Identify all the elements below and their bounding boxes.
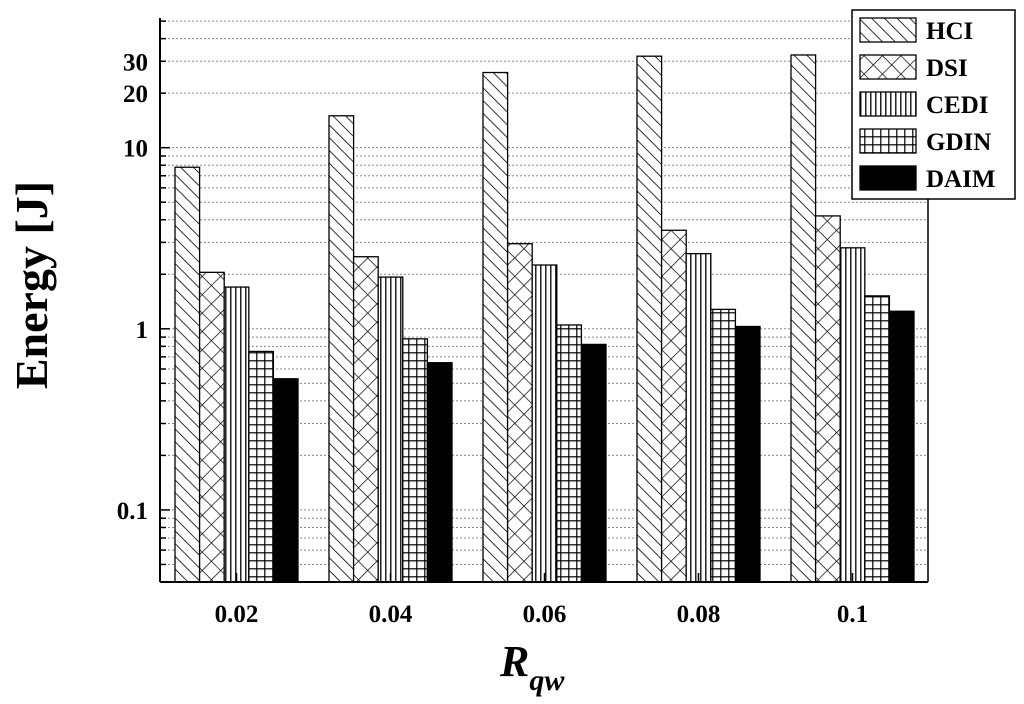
bar-gdin-0.06: [556, 324, 583, 583]
legend-label-hci: HCI: [926, 18, 973, 45]
bar-cedi-0.06: [531, 264, 558, 583]
legend-label-cedi: CEDI: [926, 92, 989, 119]
bar-daim-0.1: [888, 310, 915, 583]
x-tick-label: 0.08: [677, 601, 721, 628]
x-axis-label-main: R: [499, 637, 529, 686]
bar-hci-0.06: [482, 71, 509, 583]
bar-gdin-0.08: [710, 308, 737, 583]
bar-daim-0.06: [580, 343, 607, 583]
legend-label-dsi: DSI: [926, 55, 968, 82]
bar-hci-0.08: [636, 55, 663, 583]
y-tick-label: 20: [123, 81, 148, 108]
bar-hci-0.02: [174, 166, 201, 583]
bar-dsi-0.04: [352, 256, 379, 583]
bar-gdin-0.02: [248, 350, 275, 583]
legend-swatch-cedi: [859, 91, 917, 117]
bar-daim-0.08: [734, 325, 761, 583]
x-tick-label: 0.06: [523, 601, 567, 628]
bar-cedi-0.08: [685, 252, 712, 583]
y-axis-label: Energy [J]: [6, 181, 57, 389]
legend-swatch-daim: [859, 165, 917, 191]
legend-swatch-hci: [859, 17, 917, 43]
legend: HCI DSI CEDI GDIN DAIM: [851, 9, 1016, 200]
legend-swatch-dsi: [859, 54, 917, 80]
bar-daim-0.04: [426, 362, 453, 583]
x-tick-label: 0.1: [837, 601, 868, 628]
bar-dsi-0.02: [198, 271, 225, 583]
bar-gdin-0.1: [864, 295, 891, 583]
x-tick-label: 0.02: [215, 601, 259, 628]
bar-dsi-0.06: [506, 243, 533, 583]
y-tick-label: 1: [136, 317, 149, 344]
y-tick-label: 0.1: [117, 498, 148, 525]
bar-dsi-0.08: [660, 229, 687, 583]
bars: [174, 54, 915, 583]
x-axis-label-sub: qw: [529, 664, 565, 697]
legend-swatch-gdin: [859, 128, 917, 154]
bar-cedi-0.1: [839, 247, 866, 583]
legend-label-daim: DAIM: [926, 166, 995, 193]
bar-daim-0.02: [272, 378, 299, 583]
bar-hci-0.1: [790, 54, 817, 583]
bar-cedi-0.04: [377, 276, 404, 583]
bar-hci-0.04: [328, 115, 355, 583]
tick-labels: 0.02 0.04 0.06 0.08 0.1 0.1 1 10 20 30: [117, 49, 868, 628]
legend-label-gdin: GDIN: [926, 129, 991, 156]
x-tick-label: 0.04: [369, 601, 413, 628]
y-tick-label: 30: [123, 49, 148, 76]
x-axis-label: Rqw: [499, 637, 565, 697]
bar-gdin-0.04: [402, 338, 429, 583]
bar-cedi-0.02: [223, 286, 250, 583]
bar-dsi-0.1: [814, 215, 841, 583]
y-tick-label: 10: [123, 136, 148, 163]
